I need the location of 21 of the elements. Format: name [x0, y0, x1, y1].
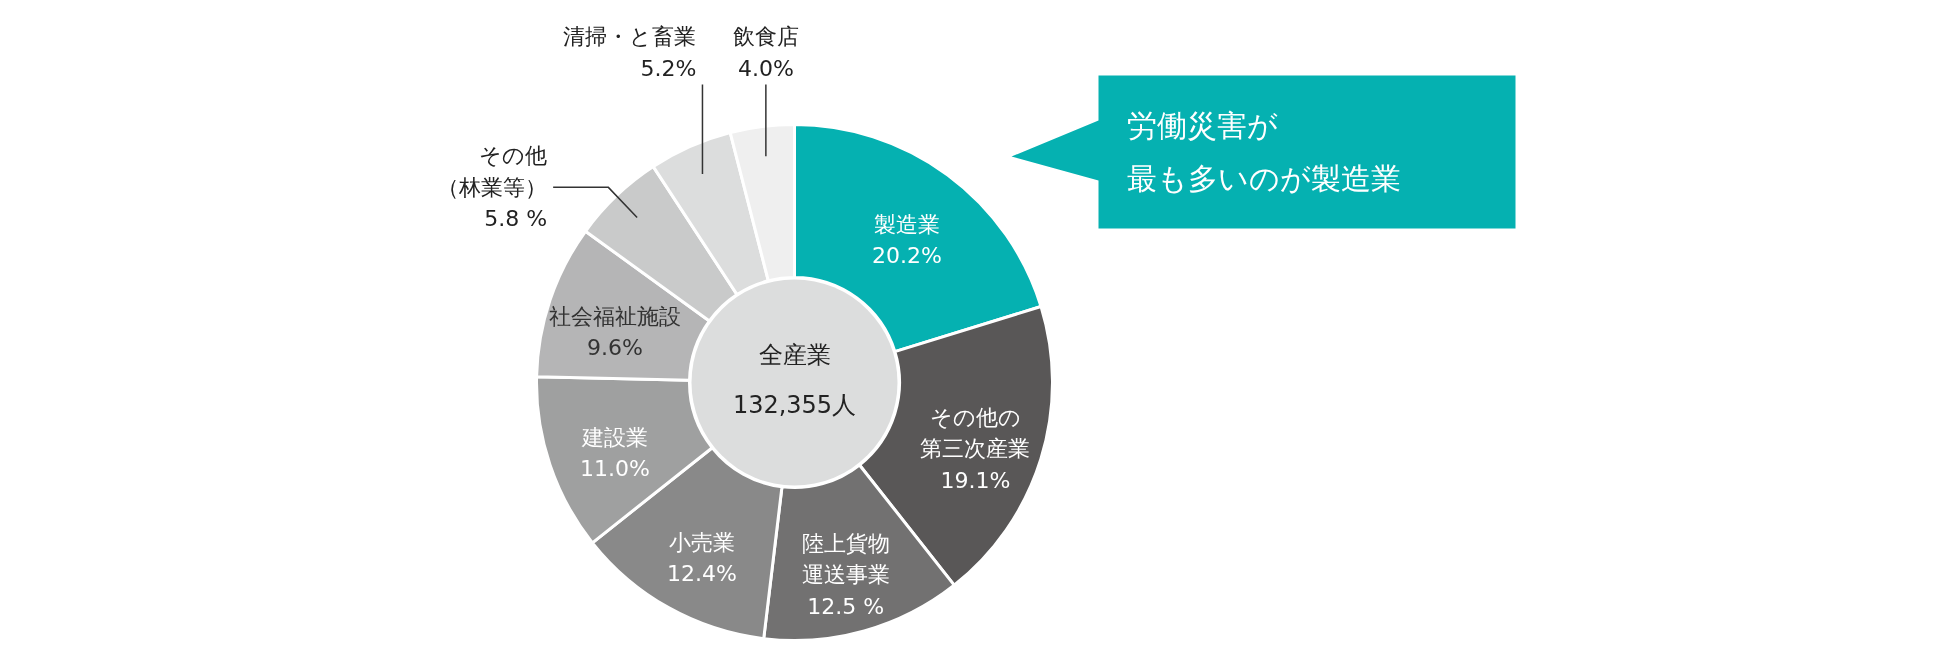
data-label: 5.8 %: [484, 205, 548, 231]
slice-label: 製造業: [874, 211, 941, 237]
text: 全産業: [758, 340, 831, 369]
data-label: 9.6%: [586, 335, 643, 361]
data-label: 19.1%: [940, 467, 1011, 493]
slice-label: その他の第三次産業: [920, 405, 1031, 462]
slice-label: その他（林業等）: [437, 143, 548, 200]
data-label: 4.0%: [737, 55, 794, 81]
text: 132,355人: [732, 390, 857, 419]
slice-label: 社会福祉施設: [548, 304, 681, 329]
slice-label: 建設業: [580, 424, 648, 450]
data-label: 5.2%: [640, 55, 697, 81]
data-label: 11.0%: [579, 456, 650, 481]
slice-label: 清掃・と畜業: [563, 24, 697, 50]
slice-label: 小売業: [669, 529, 735, 555]
data-label: 12.4%: [667, 561, 737, 587]
data-label: 12.5 %: [807, 593, 885, 619]
slice-label: 飲食店: [732, 24, 799, 50]
slice-label: 陸上貨物運送事業: [801, 531, 890, 588]
text: 労働災害が最も多いのが製造業: [1126, 108, 1401, 196]
data-label: 20.2%: [872, 243, 942, 269]
